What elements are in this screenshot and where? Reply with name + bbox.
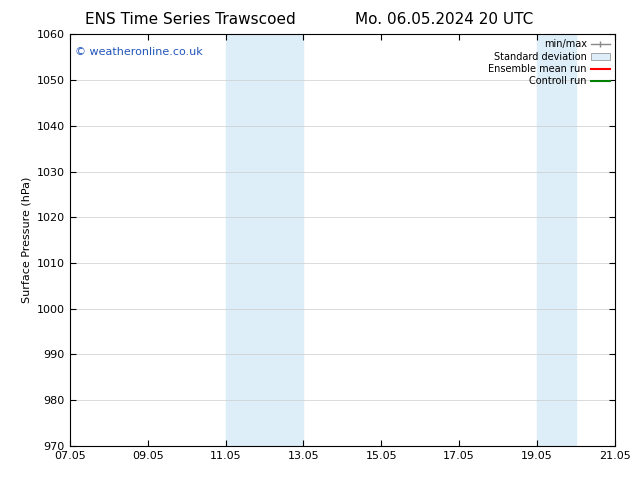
Y-axis label: Surface Pressure (hPa): Surface Pressure (hPa): [21, 177, 31, 303]
Bar: [226, 34, 304, 446]
Text: © weatheronline.co.uk: © weatheronline.co.uk: [75, 47, 203, 57]
Legend: min/max, Standard deviation, Ensemble mean run, Controll run: min/max, Standard deviation, Ensemble me…: [486, 37, 612, 88]
Bar: [537, 34, 576, 446]
Text: ENS Time Series Trawscoed: ENS Time Series Trawscoed: [85, 12, 295, 27]
Text: Mo. 06.05.2024 20 UTC: Mo. 06.05.2024 20 UTC: [354, 12, 533, 27]
